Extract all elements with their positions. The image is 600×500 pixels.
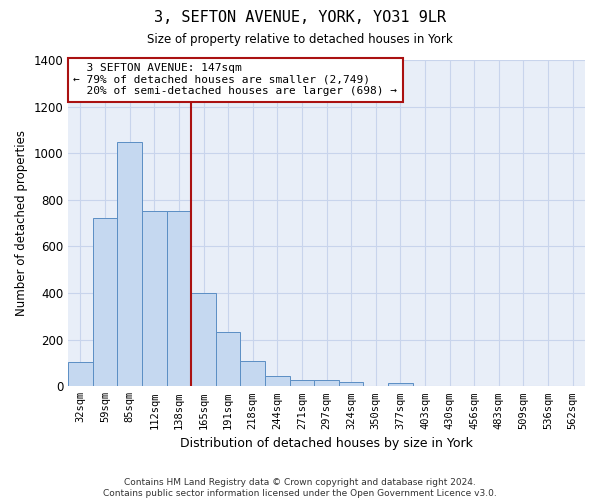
Bar [93,218,118,386]
Text: 3 SEFTON AVENUE: 147sqm
← 79% of detached houses are smaller (2,749)
  20% of se: 3 SEFTON AVENUE: 147sqm ← 79% of detache… [73,64,397,96]
Bar [241,360,265,386]
Bar [68,362,93,386]
Text: 3, SEFTON AVENUE, YORK, YO31 9LR: 3, SEFTON AVENUE, YORK, YO31 9LR [154,10,446,25]
Text: Contains HM Land Registry data © Crown copyright and database right 2024.
Contai: Contains HM Land Registry data © Crown c… [103,478,497,498]
Bar [142,212,167,386]
Bar [339,382,364,386]
Text: Size of property relative to detached houses in York: Size of property relative to detached ho… [147,32,453,46]
Bar [314,380,339,386]
Bar [290,380,314,386]
Bar [388,383,413,386]
Bar [191,293,216,386]
X-axis label: Distribution of detached houses by size in York: Distribution of detached houses by size … [180,437,473,450]
Bar [167,212,191,386]
Y-axis label: Number of detached properties: Number of detached properties [15,130,28,316]
Bar [216,332,241,386]
Bar [265,376,290,386]
Bar [118,142,142,386]
